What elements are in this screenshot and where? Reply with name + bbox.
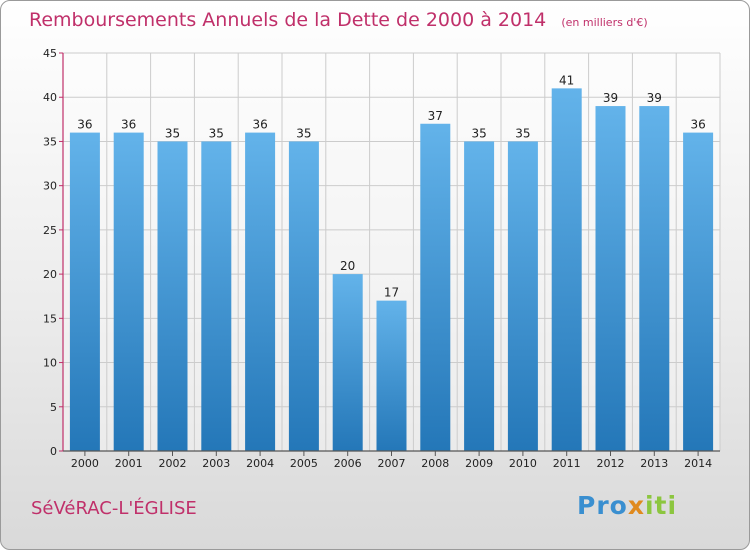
x-tick-label: 2013 [640,457,668,470]
x-tick-label: 2011 [553,457,581,470]
x-tick-label: 2012 [597,457,625,470]
place-name: SéVéRAC-L'ÉGLISE [31,498,197,519]
y-tick-label: 20 [43,268,57,281]
data-label: 17 [384,286,399,300]
data-label: 41 [559,73,574,87]
x-tick-label: 2001 [115,457,143,470]
bar [639,106,670,452]
data-label: 35 [296,126,311,140]
bar [551,88,582,451]
x-tick-label: 2007 [378,457,406,470]
bar [420,123,451,451]
bar [245,132,276,451]
chart-title: Remboursements Annuels de la Dette de 20… [29,9,547,31]
bar [157,141,188,451]
x-tick-label: 2006 [334,457,362,470]
bar [683,132,714,451]
x-tick-label: 2005 [290,457,318,470]
y-tick-label: 40 [43,91,57,104]
data-label: 36 [77,118,92,132]
y-tick-label: 15 [43,312,57,325]
chart-title-block: Remboursements Annuels de la Dette de 20… [29,9,648,31]
y-tick-label: 0 [50,445,57,458]
y-tick-label: 10 [43,357,57,370]
y-tick-label: 30 [43,180,57,193]
data-label: 20 [340,259,355,273]
data-label: 35 [165,126,180,140]
data-label: 36 [252,118,267,132]
bars [69,88,714,452]
data-label: 36 [121,118,136,132]
bar [201,141,232,451]
axes: 0 5 10 15 20 25 30 35 40 45 2000 2001 2002 2003 2004 20… [43,47,720,470]
x-tick-label: 2010 [509,457,537,470]
data-label: 35 [515,126,530,140]
x-tick-label: 2008 [421,457,449,470]
bar [464,141,495,451]
bar [332,274,363,451]
x-tick-label: 2004 [246,457,274,470]
data-label: 35 [209,126,224,140]
data-label: 35 [471,126,486,140]
bar [113,132,144,451]
y-tick-label: 25 [43,224,57,237]
x-tick-label: 2000 [71,457,99,470]
data-label: 36 [690,118,705,132]
y-tick-label: 35 [43,135,57,148]
data-label: 39 [603,91,618,105]
x-tick-label: 2002 [159,457,187,470]
x-tick-label: 2003 [202,457,230,470]
data-labels: 36 36 35 35 36 35 20 17 37 35 35 41 39 39 36 [77,73,705,299]
x-tick-label: 2014 [684,457,712,470]
x-tick-label: 2009 [465,457,493,470]
bar [376,300,407,451]
y-tick-label: 45 [43,47,57,60]
bar [288,141,319,451]
bar [69,132,100,451]
chart-subtitle: (en milliers d'€) [561,16,648,29]
y-tick-label: 5 [50,401,57,414]
bar [595,106,626,452]
proxiti-logo: Proxiti [577,491,678,520]
bar [507,141,538,451]
data-label: 39 [647,91,662,105]
data-label: 37 [428,109,443,123]
